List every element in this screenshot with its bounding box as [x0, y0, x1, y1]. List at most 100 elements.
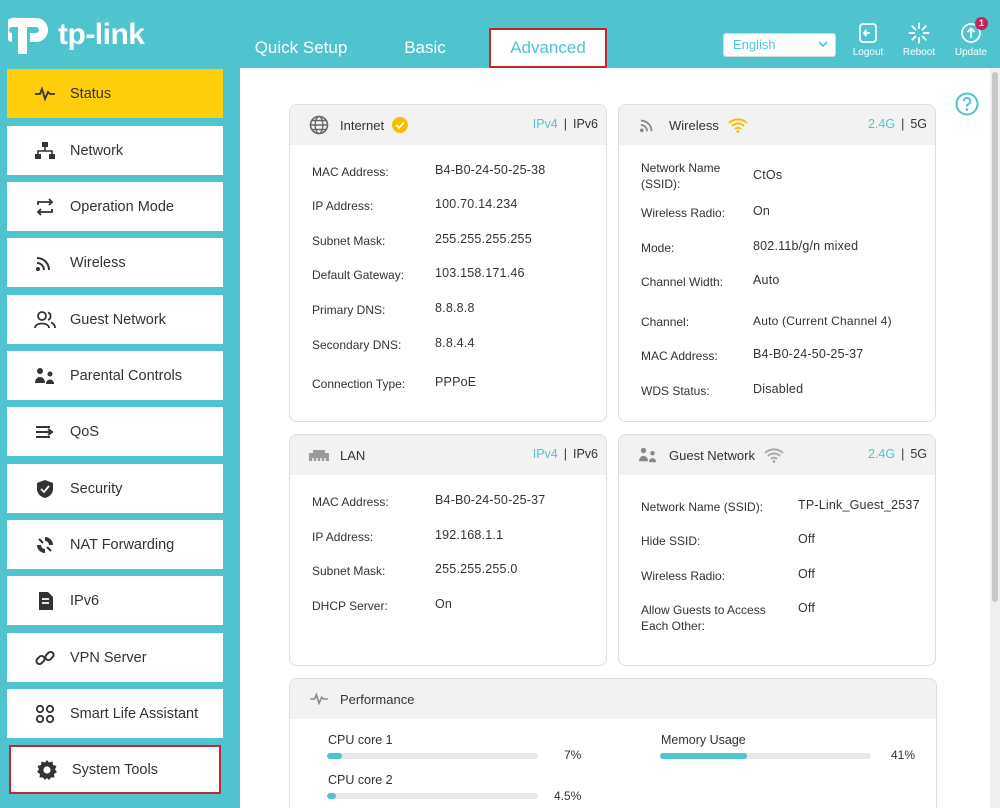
- channel-label: Channel:: [641, 315, 690, 329]
- sidebar-item-ipv6[interactable]: IPv6: [7, 576, 223, 625]
- subnet-mask-label: Subnet Mask:: [312, 234, 386, 248]
- sidebar-item-security[interactable]: Security: [7, 464, 223, 513]
- sidebar-item-label: System Tools: [72, 761, 158, 778]
- performance-card: Performance CPU core 1 7% CPU core 2 4.5…: [289, 678, 937, 808]
- guest-network-card: Guest Network 2.4G | 5G Network Name (SSID…: [618, 434, 936, 666]
- vpn-icon: [35, 650, 55, 665]
- ipv6-toggle[interactable]: IPv6: [572, 447, 598, 461]
- update-badge: 1: [975, 17, 988, 30]
- default-gateway-value: 103.158.171.46: [435, 266, 525, 280]
- lan-card-title: LAN: [340, 447, 366, 463]
- sidebar-item-operation-mode[interactable]: Operation Mode: [7, 182, 223, 231]
- band-5g-toggle[interactable]: 5G: [910, 447, 927, 461]
- logout-button[interactable]: Logout: [845, 22, 891, 58]
- hide-ssid-value: Off: [798, 532, 816, 546]
- channel-width-value: Auto: [753, 273, 780, 287]
- cpu-core-2-fill: [327, 793, 337, 799]
- sidebar-item-status[interactable]: Status: [7, 69, 223, 118]
- tp-link-logo[interactable]: tp-link: [8, 14, 145, 56]
- wireless-radio-label: Wireless Radio:: [641, 206, 726, 220]
- language-value: English: [733, 37, 776, 52]
- band-switch: 2.4G | 5G: [868, 117, 927, 131]
- guest-icon: [639, 447, 657, 463]
- internet-card-title: Internet: [340, 117, 385, 133]
- memory-usage-fill: [660, 753, 747, 759]
- ip-version-switch: IPv4 | IPv6: [533, 447, 598, 461]
- connection-type-label: Connection Type:: [312, 377, 406, 391]
- memory-usage-label: Memory Usage: [661, 733, 746, 747]
- allow-guests-value: Off: [798, 601, 816, 615]
- network-name-label: Network Name (SSID):: [641, 500, 764, 514]
- ip-address-value: 192.168.1.1: [435, 528, 504, 542]
- sidebar-item-label: NAT Forwarding: [70, 536, 175, 553]
- sidebar-item-label: QoS: [70, 423, 100, 440]
- sidebar-item-label: Security: [70, 480, 123, 497]
- sidebar-item-guest-network[interactable]: Guest Network: [7, 295, 223, 344]
- update-label: Update: [954, 47, 988, 58]
- memory-usage-value: 41%: [891, 748, 916, 762]
- guest-network-card-header: Guest Network 2.4G | 5G: [619, 435, 935, 475]
- check-circle-icon: [392, 117, 409, 133]
- language-select[interactable]: English: [723, 33, 836, 57]
- sidebar-item-qos[interactable]: QoS: [7, 407, 223, 456]
- sidebar-item-label: Guest Network: [70, 311, 166, 328]
- sidebar-item-system-tools[interactable]: System Tools: [9, 745, 221, 794]
- secondary-dns-label: Secondary DNS:: [312, 338, 402, 352]
- band-24g-toggle[interactable]: 2.4G: [867, 447, 896, 461]
- channel-width-label: Channel Width:: [641, 275, 724, 289]
- ipv4-toggle[interactable]: IPv4: [532, 117, 558, 131]
- sidebar-item-label: Operation Mode: [70, 198, 174, 215]
- performance-card-header: Performance: [290, 679, 936, 719]
- wifi-signal-icon: [764, 448, 784, 463]
- ip-version-switch: IPv4 | IPv6: [533, 117, 598, 131]
- help-icon[interactable]: [955, 92, 979, 116]
- performance-card-title: Performance: [340, 691, 415, 707]
- sidebar-item-network[interactable]: Network: [7, 126, 223, 175]
- separator: |: [901, 447, 905, 461]
- gear-icon: [37, 759, 57, 780]
- sidebar-item-parental-controls[interactable]: Parental Controls: [7, 351, 223, 400]
- wireless-card-title: Wireless: [669, 117, 719, 133]
- reboot-button[interactable]: Reboot: [896, 22, 942, 58]
- wireless-radio-label: Wireless Radio:: [641, 569, 726, 583]
- update-icon: [961, 23, 981, 43]
- update-button[interactable]: 1 Update: [948, 17, 994, 58]
- guest-network-card-title: Guest Network: [669, 447, 755, 463]
- sidebar-item-wireless[interactable]: Wireless: [7, 238, 223, 287]
- secondary-dns-value: 8.8.4.4: [435, 336, 475, 350]
- scrollbar-thumb[interactable]: [992, 72, 998, 602]
- sidebar-item-nat-forwarding[interactable]: NAT Forwarding: [7, 520, 223, 569]
- mac-address-label: MAC Address:: [641, 349, 718, 363]
- operation-mode-icon: [36, 197, 54, 216]
- network-name-value: CtOs: [753, 168, 783, 182]
- ip-address-label: IP Address:: [312, 530, 374, 544]
- tab-advanced[interactable]: Advanced: [489, 28, 607, 68]
- lan-card-header: LAN IPv4 | IPv6: [290, 435, 606, 475]
- sidebar-item-smart-life-assistant[interactable]: Smart Life Assistant: [7, 689, 223, 738]
- sidebar: Status Network Operation Mode Wireless G…: [0, 68, 240, 808]
- dhcp-server-label: DHCP Server:: [312, 599, 388, 613]
- band-5g-toggle[interactable]: 5G: [910, 117, 927, 131]
- lan-port-icon: [309, 450, 329, 461]
- cpu-core-1-value: 7%: [564, 748, 582, 762]
- tab-quick-setup[interactable]: Quick Setup: [254, 38, 348, 57]
- logout-icon: [859, 23, 877, 43]
- cpu-core-1-bar: [327, 753, 538, 759]
- ipv6-toggle[interactable]: IPv6: [572, 117, 598, 131]
- band-switch: 2.4G | 5G: [868, 447, 927, 461]
- tab-basic[interactable]: Basic: [404, 38, 446, 57]
- primary-dns-label: Primary DNS:: [312, 303, 386, 317]
- nat-icon: [37, 536, 53, 553]
- separator: |: [563, 117, 567, 131]
- chevron-down-icon: [818, 41, 828, 48]
- shield-icon: [37, 479, 53, 498]
- wireless-icon: [640, 119, 653, 133]
- dhcp-server-value: On: [435, 597, 453, 611]
- sidebar-item-vpn-server[interactable]: VPN Server: [7, 633, 223, 682]
- band-24g-toggle[interactable]: 2.4G: [867, 117, 896, 131]
- tp-link-logo-icon: [8, 17, 48, 54]
- pulse-icon: [310, 692, 328, 706]
- ipv4-toggle[interactable]: IPv4: [532, 447, 558, 461]
- mac-address-value: B4-B0-24-50-25-38: [435, 163, 546, 177]
- lan-card: LAN IPv4 | IPv6 MAC Address: B4-B0-24-50-2…: [289, 434, 607, 666]
